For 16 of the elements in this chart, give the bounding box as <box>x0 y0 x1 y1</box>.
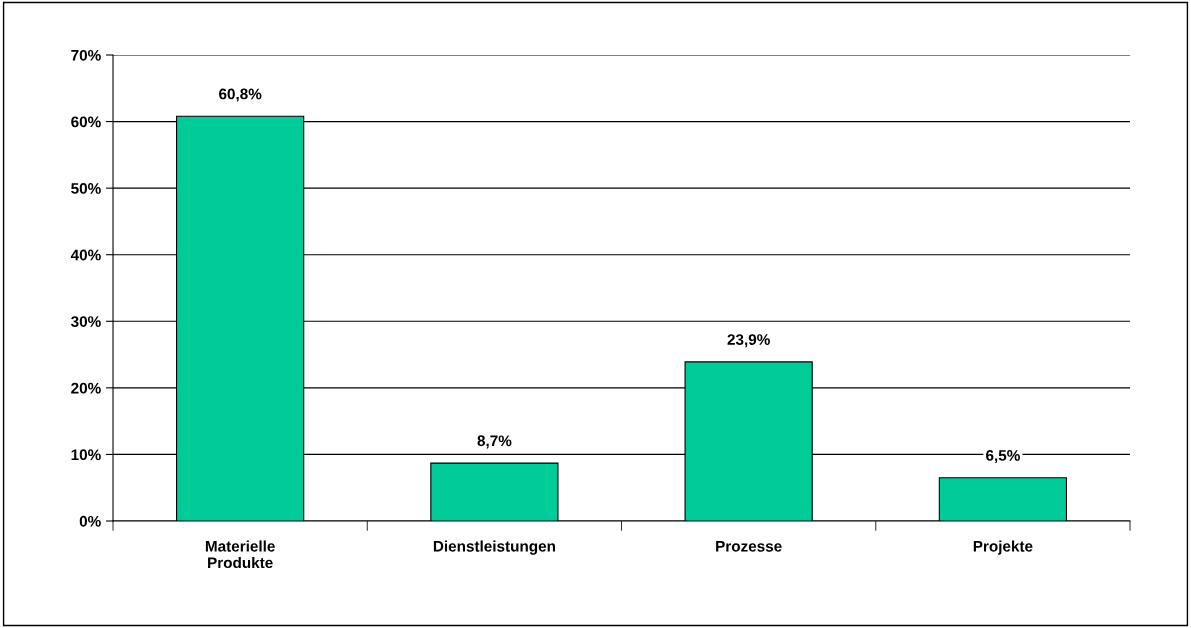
y-tick-label: 40% <box>70 249 101 261</box>
y-tick-label: 10% <box>71 449 101 461</box>
y-tick-label: 20% <box>71 382 101 394</box>
x-tick-label: Prozesse <box>716 540 782 552</box>
x-tick-label: Projekte <box>973 540 1033 555</box>
x-tick-label: Materielle Produkte <box>205 540 275 569</box>
y-tick-label: 60% <box>71 116 101 128</box>
y-tick-label: 70% <box>71 49 101 61</box>
x-tick-label: Dienstleistungen <box>433 540 555 555</box>
data-label: 23,9% <box>727 334 770 348</box>
data-label: 6,5% <box>986 449 1020 464</box>
y-tick-label: 0% <box>79 515 101 527</box>
data-label: 60,8% <box>219 88 262 102</box>
y-tick-label: 50% <box>71 183 101 194</box>
y-tick-label: 30% <box>70 316 101 327</box>
data-label: 8,7% <box>477 435 512 449</box>
